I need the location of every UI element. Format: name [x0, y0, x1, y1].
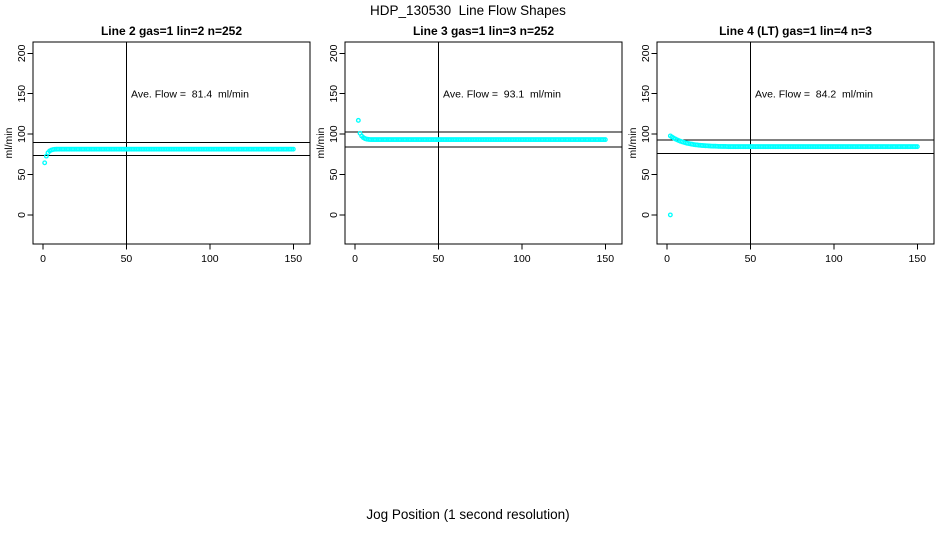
panel-title: Line 3 gas=1 lin=3 n=252 — [413, 24, 554, 38]
figure-title: HDP_130530 Line Flow Shapes — [370, 3, 566, 18]
y-tick-label: 100 — [640, 125, 652, 143]
panels-row: Line 2 gas=1 lin=2 n=252 0 50 100 150 0 50 100 1… — [0, 20, 936, 272]
data-point — [601, 137, 607, 143]
data-point — [667, 212, 673, 218]
flow-panel-1: Line 2 gas=1 lin=2 n=252 0 50 100 150 0 50 100 1… — [3, 24, 311, 265]
y-tick-label: 0 — [328, 212, 340, 218]
x-tick-label: 0 — [664, 253, 670, 265]
y-axis-unit-label: ml/min — [3, 127, 15, 158]
panel-title: Line 2 gas=1 lin=2 n=252 — [101, 24, 242, 38]
x-tick-label: 0 — [352, 253, 358, 265]
flow-panel-2: Line 3 gas=1 lin=3 n=252 0 50 100 150 0 50 100 1… — [315, 24, 623, 265]
x-tick-label: 150 — [285, 253, 303, 265]
x-tick-label: 100 — [201, 253, 219, 265]
plot-box — [344, 41, 623, 245]
y-tick-label: 100 — [328, 125, 340, 143]
x-tick-label: 50 — [121, 253, 133, 265]
x-tick-label: 100 — [513, 253, 531, 265]
y-tick-label: 200 — [640, 44, 652, 62]
data-point — [913, 144, 919, 150]
x-tick-label: 0 — [40, 253, 46, 265]
ave-flow-annotation: Ave. Flow = 93.1 ml/min — [443, 89, 561, 101]
y-tick-label: 150 — [16, 85, 28, 103]
y-axis-unit-label: ml/min — [627, 127, 639, 158]
y-tick-label: 150 — [640, 85, 652, 103]
flow-panel-3: Line 4 (LT) gas=1 lin=4 n=3 0 50 100 150 0 50 1… — [627, 24, 935, 265]
y-tick-label: 50 — [16, 169, 28, 181]
plot-box — [32, 41, 311, 245]
y-tick-label: 200 — [16, 44, 28, 62]
plot-box — [656, 41, 935, 245]
x-tick-label: 150 — [597, 253, 615, 265]
outer-x-axis-label: Jog Position (1 second resolution) — [366, 507, 570, 522]
y-axis-unit-label: ml/min — [315, 127, 327, 158]
y-tick-label: 0 — [16, 212, 28, 218]
x-tick-label: 50 — [433, 253, 445, 265]
y-tick-label: 0 — [640, 212, 652, 218]
x-tick-label: 150 — [909, 253, 927, 265]
data-point — [602, 137, 608, 143]
data-point — [289, 146, 295, 152]
data-point — [42, 160, 48, 166]
ave-flow-annotation: Ave. Flow = 81.4 ml/min — [131, 89, 249, 101]
data-point — [914, 144, 920, 150]
x-tick-label: 50 — [745, 253, 757, 265]
panel-title: Line 4 (LT) gas=1 lin=4 n=3 — [719, 24, 872, 38]
y-tick-label: 50 — [328, 169, 340, 181]
data-point — [355, 117, 361, 123]
x-tick-label: 100 — [825, 253, 843, 265]
y-tick-label: 100 — [16, 125, 28, 143]
y-tick-label: 150 — [328, 85, 340, 103]
data-point — [290, 146, 296, 152]
y-tick-label: 200 — [328, 44, 340, 62]
ave-flow-annotation: Ave. Flow = 84.2 ml/min — [755, 89, 873, 101]
y-tick-label: 50 — [640, 169, 652, 181]
